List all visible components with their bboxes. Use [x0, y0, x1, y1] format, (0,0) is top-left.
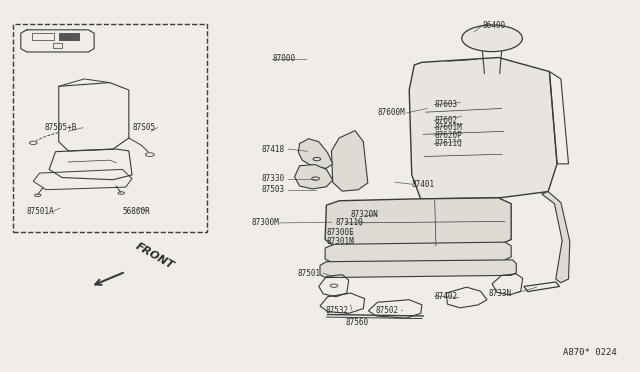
Text: 87S05: 87S05 — [132, 123, 156, 132]
Text: 87402: 87402 — [435, 292, 458, 301]
Polygon shape — [294, 164, 333, 189]
Polygon shape — [409, 58, 557, 199]
Polygon shape — [541, 192, 570, 283]
Text: 87000: 87000 — [272, 54, 295, 63]
Text: 87501A: 87501A — [27, 206, 54, 216]
Text: 86400: 86400 — [483, 21, 506, 30]
Polygon shape — [332, 131, 368, 191]
Polygon shape — [325, 198, 511, 248]
Text: 87560: 87560 — [346, 318, 369, 327]
Text: 87401: 87401 — [412, 180, 435, 189]
Text: 87603: 87603 — [435, 100, 458, 109]
Text: 87502: 87502 — [376, 305, 399, 315]
Bar — [13, 23, 207, 232]
Text: A870* 0224: A870* 0224 — [563, 347, 616, 357]
Text: 87301M: 87301M — [326, 237, 354, 246]
Text: 87611Q: 87611Q — [435, 140, 463, 148]
Text: 87300E: 87300E — [326, 228, 354, 237]
Text: 87418: 87418 — [261, 145, 285, 154]
Text: FRONT: FRONT — [133, 241, 175, 271]
Text: 87300M: 87300M — [252, 218, 280, 227]
Text: 87330: 87330 — [261, 174, 285, 183]
Text: 87505+B: 87505+B — [45, 123, 77, 132]
Text: 87620P: 87620P — [435, 131, 463, 140]
Text: 87503: 87503 — [261, 185, 285, 194]
Bar — [32, 33, 54, 40]
Ellipse shape — [462, 25, 522, 52]
Polygon shape — [325, 242, 511, 263]
Polygon shape — [320, 260, 516, 278]
Text: 87501: 87501 — [297, 269, 320, 278]
Text: 87601M: 87601M — [435, 123, 463, 132]
Bar — [53, 43, 62, 48]
Text: 87320N: 87320N — [351, 210, 378, 219]
Text: 87602: 87602 — [435, 116, 458, 125]
Text: 87532: 87532 — [326, 305, 349, 315]
Bar — [59, 33, 79, 40]
Polygon shape — [298, 139, 333, 168]
Text: 87600M: 87600M — [378, 108, 405, 118]
Text: 87311Q: 87311Q — [336, 218, 364, 227]
Text: 8733N: 8733N — [489, 289, 512, 298]
Text: 56860R: 56860R — [122, 206, 150, 216]
